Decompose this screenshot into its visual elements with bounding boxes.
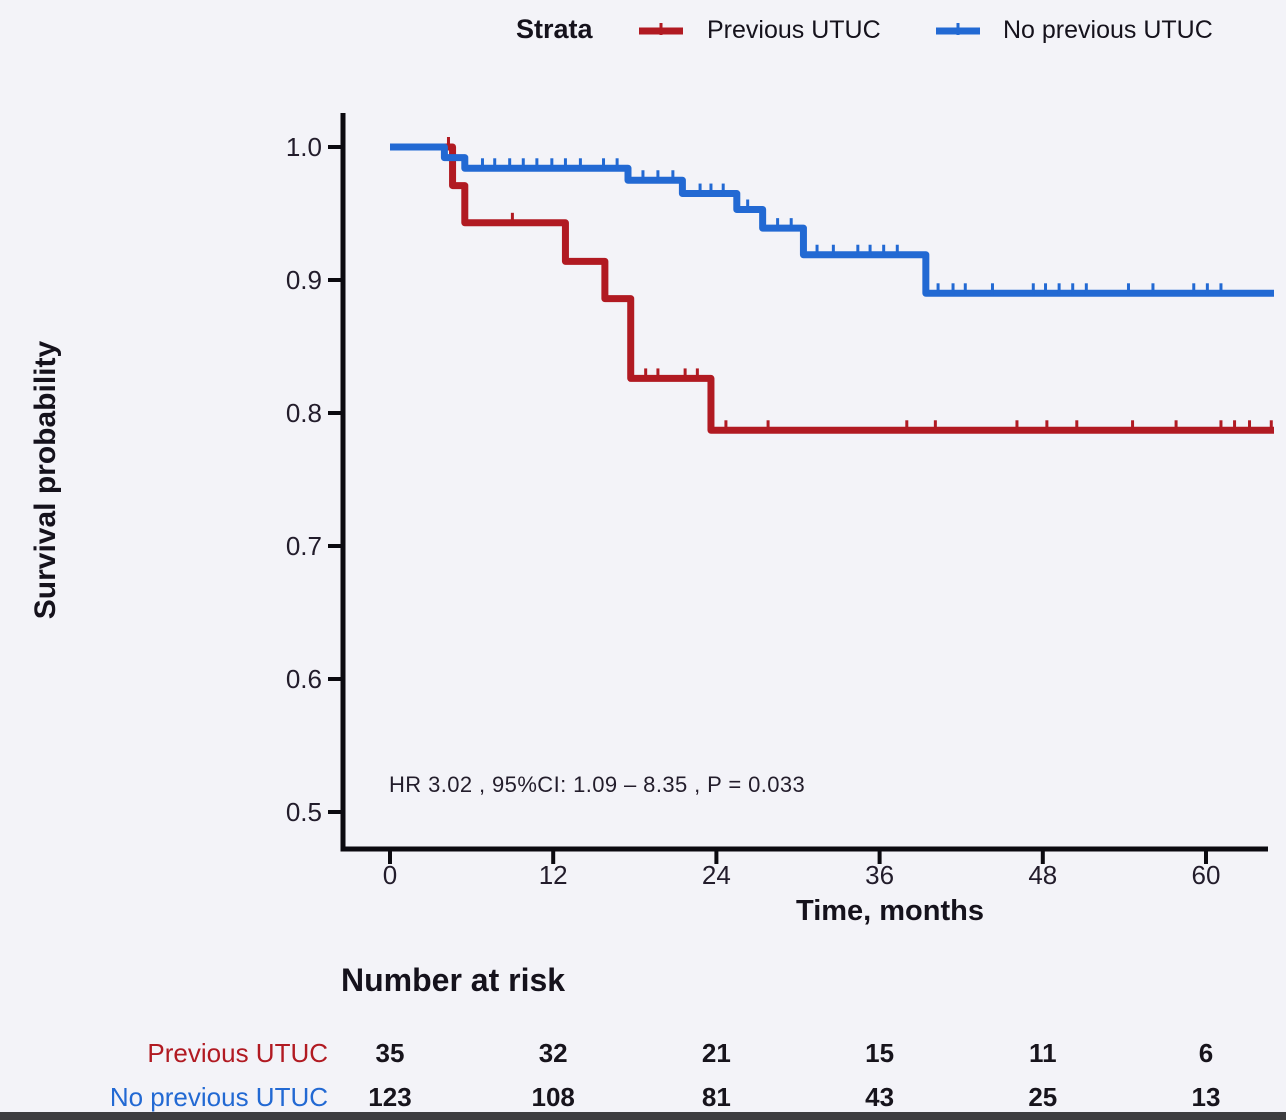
risk-count: 35 [375,1038,405,1068]
x-tick-label: 36 [865,860,895,890]
y-tick-label: 0.9 [285,265,322,295]
bottom-crop-strip [0,1112,1286,1120]
risk-count: 43 [865,1082,895,1112]
legend-item-no-previous-utuc: No previous UTUC [1003,16,1213,44]
risk-count: 123 [368,1082,412,1112]
risk-count: 15 [865,1038,895,1068]
y-tick-label: 0.8 [285,398,322,428]
risk-count: 25 [1028,1082,1058,1112]
risk-table-title: Number at risk [341,962,566,998]
legend-item-previous-utuc: Previous UTUC [707,16,881,44]
risk-count: 32 [538,1038,568,1068]
x-tick-label: 48 [1028,860,1058,890]
legend-key-no-previous-utuc-icon [936,23,980,35]
x-tick-label: 24 [701,860,731,890]
risk-count: 6 [1198,1038,1214,1068]
risk-count: 11 [1029,1038,1057,1068]
legend-title: Strata [516,14,593,44]
y-tick-label: 0.7 [285,531,322,561]
risk-row-label-previous-utuc: Previous UTUC [147,1038,328,1068]
x-tick-label: 0 [382,860,398,890]
hazard-ratio-annotation: HR 3.02 , 95%CI: 1.09 – 8.35 , P = 0.033 [389,772,806,797]
x-axis-title: Time, months [796,895,984,927]
y-tick-label: 0.6 [285,664,322,694]
y-axis-title: Survival probability [29,340,62,620]
risk-count: 81 [701,1082,731,1112]
x-tick-label: 12 [538,860,568,890]
y-tick-label: 0.5 [285,797,322,827]
risk-row-label-no-previous-utuc: No previous UTUC [109,1082,328,1112]
risk-count: 13 [1191,1082,1221,1112]
survival-curve-previous-utuc [390,143,1274,434]
legend: Strata Previous UTUC No previous UTUC [0,0,1286,60]
y-tick-label: 1.0 [285,132,322,162]
legend-key-previous-utuc-icon [639,23,683,35]
survival-plot [328,113,1274,864]
risk-count: 108 [531,1082,575,1112]
x-tick-label: 60 [1191,860,1221,890]
risk-count: 21 [701,1038,731,1068]
